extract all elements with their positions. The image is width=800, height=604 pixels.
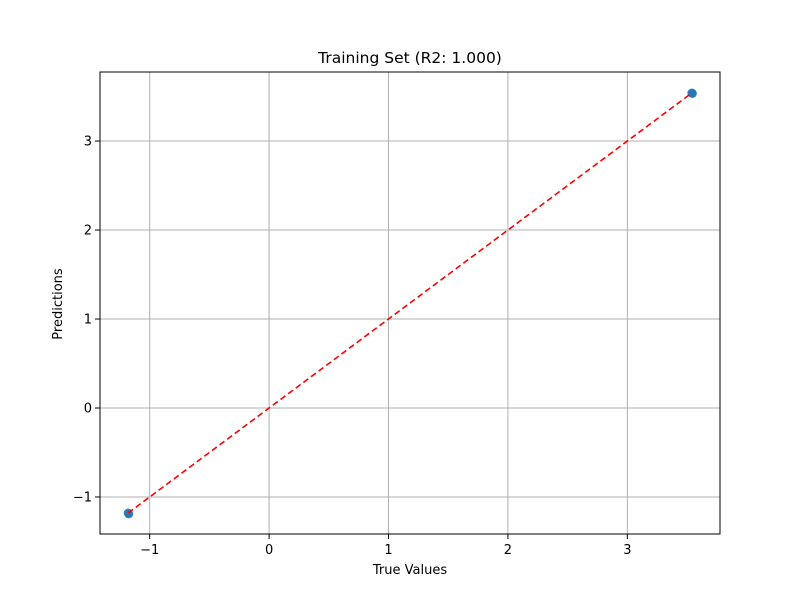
x-tick-label: 3 — [623, 543, 631, 558]
x-axis-ticks: −1 0 1 2 3 — [140, 534, 631, 558]
grid-layer — [100, 72, 720, 534]
x-tick-label: 1 — [384, 543, 392, 558]
y-tick-label: 3 — [84, 135, 92, 150]
reference-line — [127, 92, 693, 514]
y-tick-label: −1 — [73, 490, 92, 505]
chart-title: Training Set (R2: 1.000) — [317, 49, 502, 67]
y-tick-label: 0 — [84, 402, 92, 417]
x-tick-label: 0 — [265, 543, 273, 558]
x-tick-label: −1 — [140, 543, 159, 558]
y-axis-label: Predictions — [51, 268, 66, 340]
plot-frame — [99, 71, 721, 535]
data-point — [687, 88, 697, 98]
x-axis-label: True Values — [372, 563, 447, 578]
reference-line-layer — [127, 92, 693, 514]
y-tick-label: 1 — [84, 313, 92, 328]
x-tick-label: 2 — [504, 543, 512, 558]
y-axis-ticks: −1 0 1 2 3 — [73, 135, 100, 505]
y-tick-label: 2 — [84, 224, 92, 239]
